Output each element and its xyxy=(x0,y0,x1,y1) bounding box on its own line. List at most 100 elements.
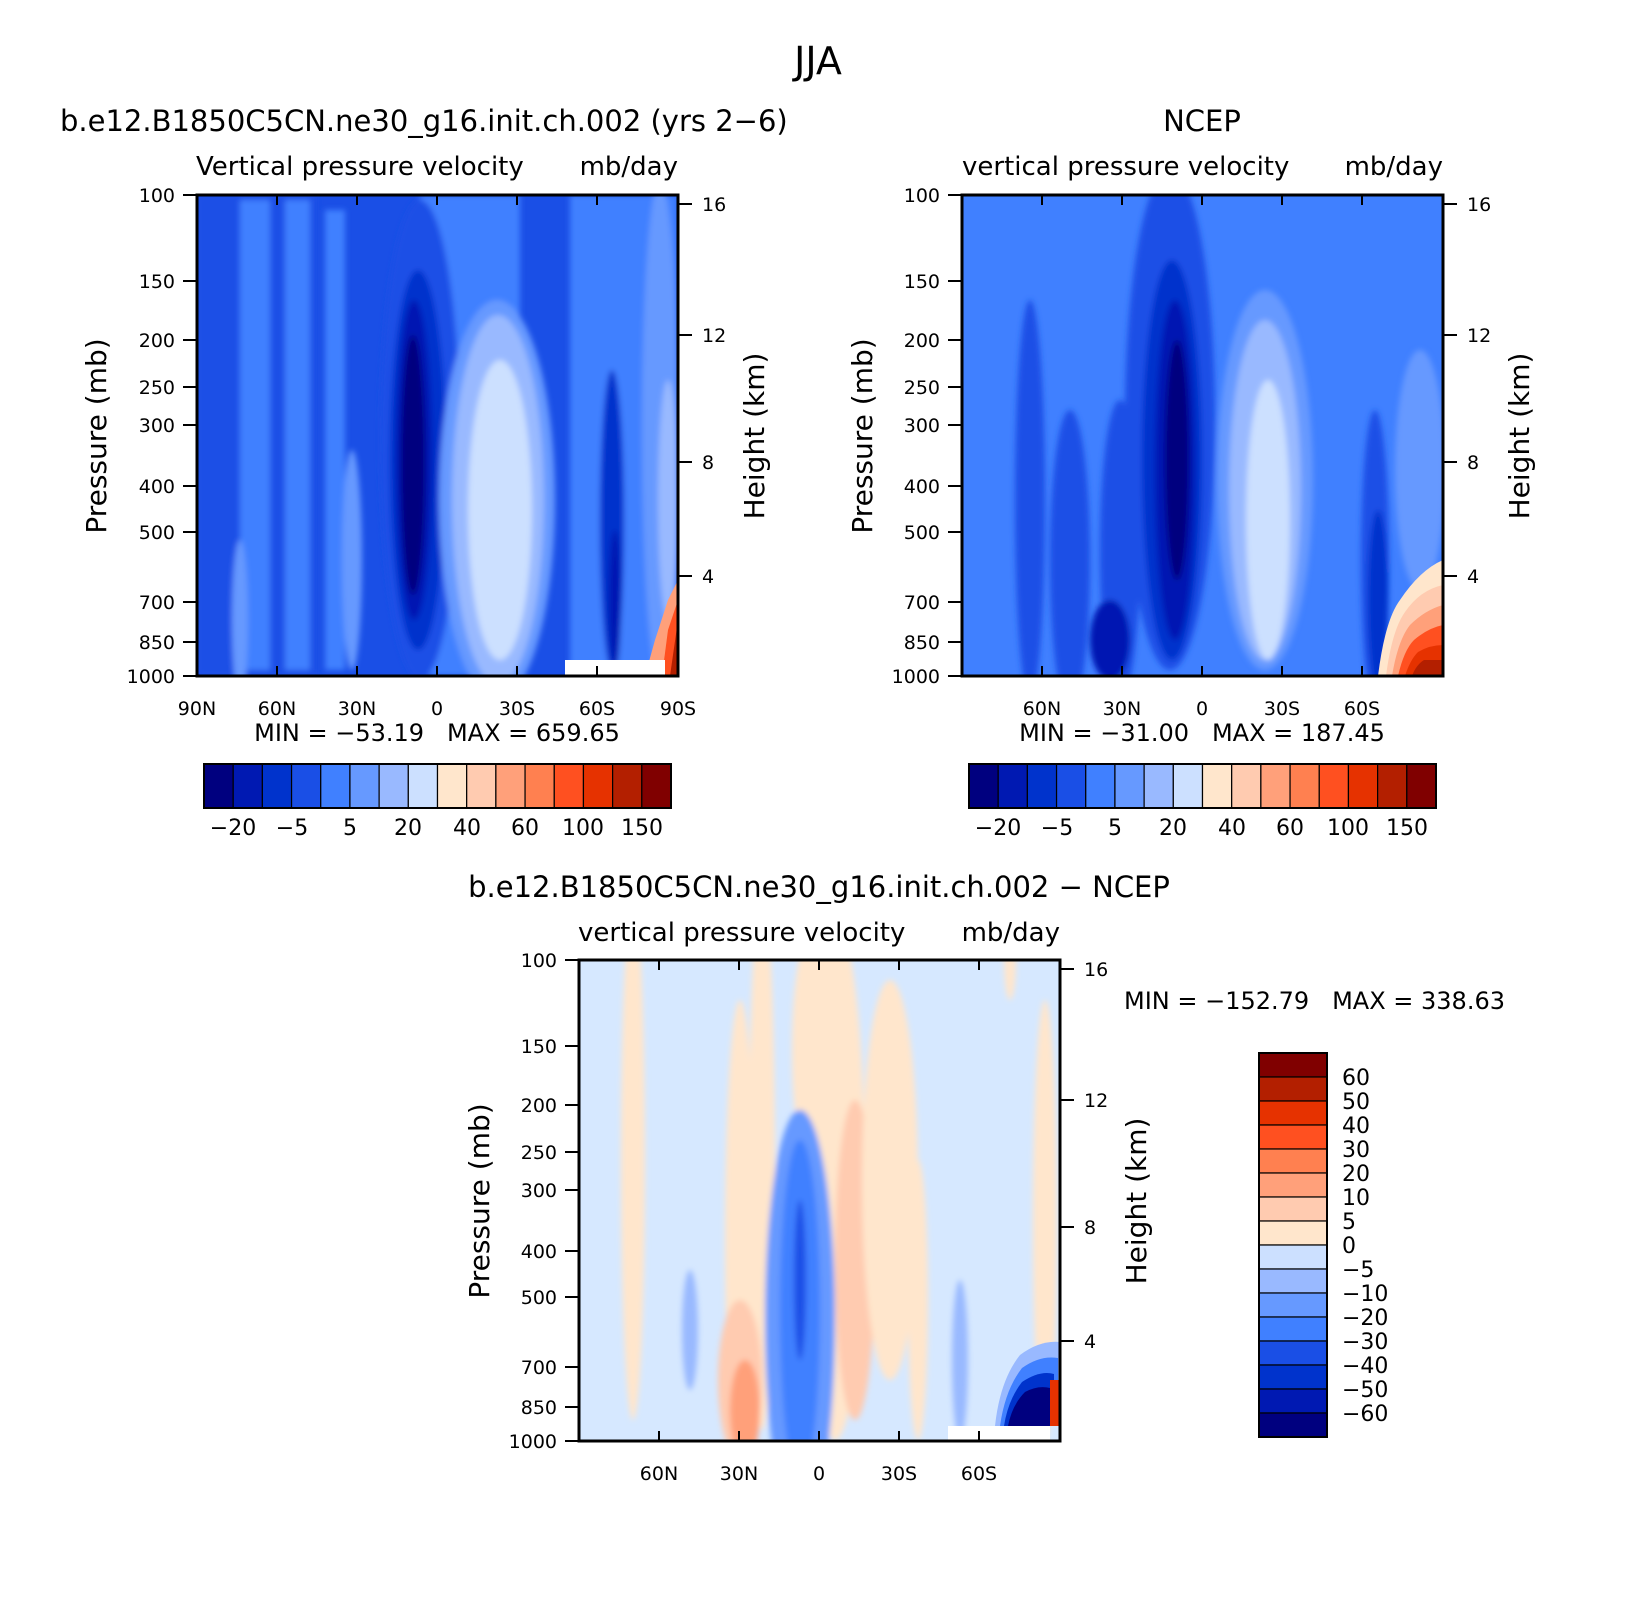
colorbar-swatch xyxy=(320,763,351,809)
colorbar-swatch xyxy=(641,763,672,809)
colorbar-swatch xyxy=(1289,763,1320,809)
colorbar-swatch xyxy=(553,763,585,809)
colorbar-label: 5 xyxy=(343,816,357,841)
panel-model-subtitle-left: Vertical pressure velocity xyxy=(196,152,524,182)
y-tick-label: 100 xyxy=(904,185,940,207)
colorbar-swatch xyxy=(1231,763,1262,809)
panel-ncep-x-ticks: 60N 30N 0 30S 60S xyxy=(1023,195,1380,720)
panel-model-x-ticks: 90N 60N 30N 0 30S 60S 90S xyxy=(178,195,696,720)
y-right-tick-label: 12 xyxy=(1084,1090,1108,1112)
panel-ncep-colorbar: −20 −5 5 20 40 60 100 150 xyxy=(968,763,1437,841)
x-tick-label: 60S xyxy=(961,1463,997,1485)
panel-difference-y-ticks: 100 150 200 250 300 400 500 700 850 1000 xyxy=(509,950,579,1453)
colorbar-label: 60 xyxy=(1342,1066,1370,1091)
colorbar-swatch xyxy=(1258,1172,1328,1198)
colorbar-label: 50 xyxy=(1342,1090,1370,1115)
colorbar-frame xyxy=(1258,1052,1328,1438)
colorbar-label: 5 xyxy=(1108,816,1122,841)
y-tick-label: 500 xyxy=(139,522,175,544)
y-right-tick-label: 8 xyxy=(1467,452,1479,474)
colorbar-swatch xyxy=(1258,1052,1328,1078)
colorbar-swatch xyxy=(1026,763,1058,809)
y-right-tick-label: 4 xyxy=(1467,566,1479,588)
y-tick-label: 150 xyxy=(904,271,940,293)
x-tick-label: 60S xyxy=(579,698,615,720)
colorbar-frame xyxy=(203,763,672,809)
colorbar-swatch xyxy=(1258,1244,1328,1270)
colorbar-swatch xyxy=(1260,763,1291,809)
panel-ncep-ylabel: Pressure (mb) xyxy=(846,338,879,533)
colorbar-label: 40 xyxy=(453,816,481,841)
colorbar-swatch xyxy=(378,763,409,809)
colorbar-swatch xyxy=(1258,1340,1328,1366)
y-tick-label: 850 xyxy=(521,1397,557,1419)
colorbar-label: −5 xyxy=(276,816,308,841)
panel-difference-x-ticks: 60N 30N 0 30S 60S xyxy=(640,960,997,1485)
colorbar-label: 20 xyxy=(1342,1162,1370,1187)
panel-ncep-y-right-ticks: 16 12 8 4 xyxy=(1443,194,1491,588)
colorbar-swatch xyxy=(968,763,999,809)
x-tick-label: 30S xyxy=(1264,698,1300,720)
colorbar-label: 150 xyxy=(1386,816,1428,841)
x-tick-label: 60N xyxy=(1023,698,1061,720)
x-tick-label: 60S xyxy=(1344,698,1380,720)
colorbar-label: 10 xyxy=(1342,1186,1370,1211)
colorbar-label: 30 xyxy=(1342,1138,1370,1163)
colorbar-label: −5 xyxy=(1342,1258,1374,1283)
colorbar-label: 20 xyxy=(394,816,422,841)
colorbar-swatch xyxy=(1201,763,1233,809)
x-tick-label: 0 xyxy=(813,1463,825,1485)
panel-model-field xyxy=(197,195,678,676)
colorbar-swatch xyxy=(290,763,322,809)
colorbar-swatch xyxy=(495,763,526,809)
panel-difference-colorbar: 60 50 40 30 20 10 5 0 −5 −10 −20 −30 −40… xyxy=(1258,1052,1388,1438)
y-right-tick-label: 8 xyxy=(1084,1217,1096,1239)
y-tick-label: 700 xyxy=(139,592,175,614)
y-tick-label: 300 xyxy=(139,415,175,437)
y-tick-label: 700 xyxy=(904,592,940,614)
panel-model: b.e12.B1850C5CN.ne30_g16.init.ch.002 (yr… xyxy=(60,104,788,841)
colorbar-swatch xyxy=(612,763,643,809)
y-right-tick-label: 12 xyxy=(1467,325,1491,347)
y-tick-label: 250 xyxy=(139,377,175,399)
colorbar-swatch xyxy=(1143,763,1174,809)
x-tick-label: 30N xyxy=(1103,698,1141,720)
y-tick-label: 300 xyxy=(521,1180,557,1202)
colorbar-label: −30 xyxy=(1342,1330,1388,1355)
colorbar-frame xyxy=(968,763,1437,809)
colorbar-swatch xyxy=(1258,1100,1328,1126)
panel-model-ylabel-right: Height (km) xyxy=(738,353,771,520)
panel-ncep-ylabel-right: Height (km) xyxy=(1503,353,1536,520)
y-tick-label: 1000 xyxy=(127,666,175,688)
colorbar-swatch xyxy=(1258,1148,1328,1174)
colorbar-swatch xyxy=(997,763,1028,809)
y-right-tick-label: 4 xyxy=(1084,1331,1096,1353)
colorbar-label: −60 xyxy=(1342,1402,1388,1427)
colorbar-swatch xyxy=(1055,763,1087,809)
panel-model-colorbar: −20 −5 5 20 40 60 100 150 xyxy=(203,763,672,841)
x-tick-label: 30S xyxy=(881,1463,917,1485)
colorbar-swatch xyxy=(1258,1268,1328,1294)
y-tick-label: 250 xyxy=(904,377,940,399)
y-right-tick-label: 12 xyxy=(702,325,726,347)
colorbar-swatch xyxy=(582,763,614,809)
panel-ncep-stats: MIN = −31.00 MAX = 187.45 xyxy=(1019,719,1385,747)
colorbar-swatch xyxy=(203,763,234,809)
x-tick-label: 90S xyxy=(660,698,696,720)
colorbar-swatch xyxy=(407,763,439,809)
colorbar-swatch xyxy=(1258,1220,1328,1246)
colorbar-label: 40 xyxy=(1342,1114,1370,1139)
panel-model-subtitle-right: mb/day xyxy=(580,152,678,182)
x-tick-label: 30N xyxy=(338,698,376,720)
panel-difference-ylabel-right: Height (km) xyxy=(1120,1118,1153,1285)
panel-ncep-y-ticks: 100 150 200 250 300 400 500 700 850 1000 xyxy=(892,185,962,688)
panel-difference-title: b.e12.B1850C5CN.ne30_g16.init.ch.002 − N… xyxy=(468,870,1170,904)
x-tick-label: 30S xyxy=(499,698,535,720)
panel-model-y-ticks: 100 150 200 250 300 400 500 700 850 1000 xyxy=(127,185,197,688)
x-tick-label: 60N xyxy=(258,698,296,720)
y-tick-label: 250 xyxy=(521,1142,557,1164)
colorbar-swatch xyxy=(1114,763,1145,809)
y-tick-label: 500 xyxy=(904,522,940,544)
panel-difference-field xyxy=(579,960,1060,1441)
colorbar-swatch xyxy=(1258,1196,1328,1222)
